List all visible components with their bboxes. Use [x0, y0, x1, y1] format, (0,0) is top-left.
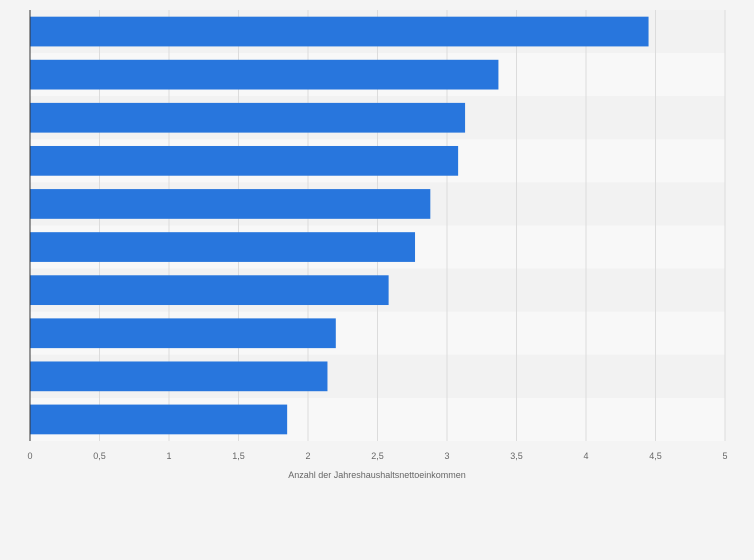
bar[interactable] [30, 275, 389, 306]
x-axis-ticks: 0 0,5 1 1,5 2 2,5 3 3,5 4 4,5 5 [27, 451, 727, 461]
bar[interactable] [30, 404, 288, 435]
x-tick-label: 3,5 [510, 451, 523, 461]
x-tick-label: 2 [305, 451, 310, 461]
x-tick-label: 5 [722, 451, 727, 461]
bars [30, 16, 649, 435]
x-tick-label: 0,5 [93, 451, 106, 461]
x-axis-title: Anzahl der Jahreshaushaltsnettoeinkommen [288, 470, 466, 480]
x-tick-label: 4 [583, 451, 588, 461]
bar[interactable] [30, 16, 649, 47]
bar[interactable] [30, 59, 499, 90]
x-tick-label: 3 [444, 451, 449, 461]
x-tick-label: 1,5 [232, 451, 245, 461]
bar[interactable] [30, 361, 328, 392]
x-tick-label: 0 [27, 451, 32, 461]
bar[interactable] [30, 145, 459, 176]
x-tick-label: 2,5 [371, 451, 384, 461]
x-tick-label: 1 [166, 451, 171, 461]
bar[interactable] [30, 102, 466, 133]
bar[interactable] [30, 232, 416, 262]
bar[interactable] [30, 189, 431, 219]
x-tick-label: 4,5 [649, 451, 662, 461]
bar[interactable] [30, 318, 336, 349]
